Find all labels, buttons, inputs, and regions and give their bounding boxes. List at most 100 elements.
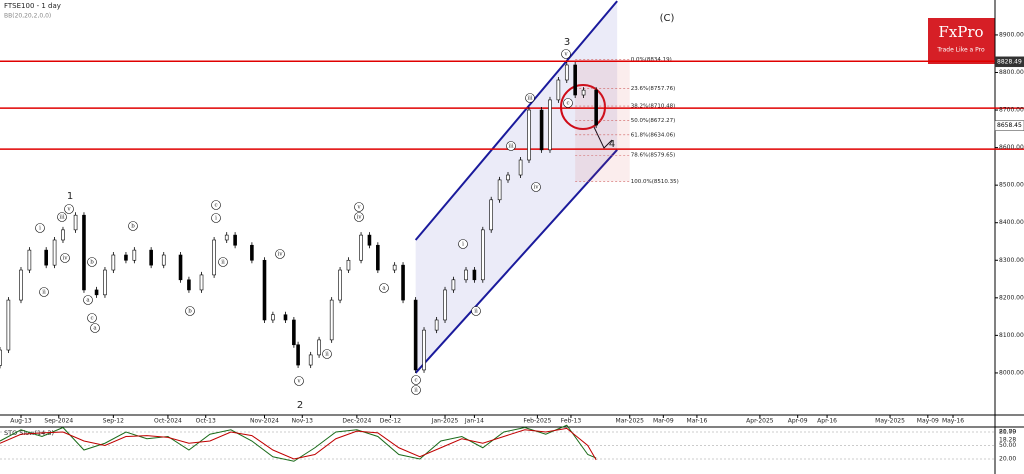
wave-circle (561, 49, 571, 59)
sto-value-label: 21.79 (999, 429, 1016, 436)
fib-label: 61.8%(8634.06) (631, 132, 676, 138)
sub-wave-label: b (90, 260, 94, 266)
x-tick-label: Apr-16 (817, 418, 837, 425)
fib-label: 38.2%(8710.48) (631, 104, 676, 110)
candle-body (506, 174, 510, 181)
candle-body (346, 259, 351, 271)
wave-circle (128, 221, 138, 231)
channel-upper (414, 0, 618, 241)
y-tick-label: 8500.00 (999, 182, 1024, 189)
chart-title: FTSE100 - 1 day (4, 2, 61, 10)
candle-body (61, 229, 65, 241)
sub-wave-label: b (188, 309, 192, 315)
wave-label: 3 (564, 37, 570, 48)
candle-body (392, 264, 397, 271)
arrow (593, 126, 613, 149)
sto-line (0, 427, 597, 461)
candle-body (527, 109, 531, 161)
wave-circle (354, 202, 364, 212)
wave-circle (379, 283, 389, 293)
candle-body (19, 269, 23, 301)
wave-circle (471, 306, 481, 316)
y-tick-label: 8100.00 (999, 332, 1024, 339)
price-label: 8828.49 (997, 58, 1022, 65)
wave-circle (87, 257, 97, 267)
candle-body (262, 259, 267, 321)
candle-body (271, 314, 275, 321)
wave-circle (525, 93, 535, 103)
candle-body (52, 239, 57, 266)
candle-body (283, 314, 288, 321)
sub-wave-label: i (462, 242, 464, 248)
candle-body (413, 299, 418, 371)
candle-body (472, 269, 477, 281)
candle-body (111, 254, 116, 271)
x-tick-label: Apr-2025 (746, 418, 774, 425)
wave-circle (64, 204, 74, 214)
sto-tick-label: 50.00 (999, 442, 1016, 449)
sub-wave-label: v (356, 205, 361, 211)
candle-body (308, 354, 313, 366)
indicator-label: BB(20,20,2,0,0) (4, 13, 51, 20)
candle-body (481, 229, 485, 281)
sub-wave-label: a (86, 298, 90, 304)
candle-body (451, 279, 456, 291)
sub-wave-label: ii (414, 388, 418, 394)
sub-wave-label: iv (357, 215, 363, 221)
wave-circle (458, 239, 468, 249)
candle-body (199, 274, 204, 291)
wave-circle (87, 313, 97, 323)
sto-tick-label: 80.00 (999, 429, 1016, 436)
candle-body (556, 79, 561, 101)
sub-wave-label: ii (474, 309, 478, 315)
y-tick-label: 8400.00 (999, 219, 1024, 226)
wave-circle (60, 253, 70, 263)
candle-body (82, 214, 86, 291)
wave-label: 2 (297, 400, 303, 411)
sto-title: STO Slow(14,3) (4, 429, 54, 437)
logo-box (928, 18, 995, 64)
x-tick-label: May-16 (942, 418, 964, 425)
sub-wave-label: ii (42, 290, 46, 296)
candle-body (73, 214, 78, 231)
candle-body (564, 64, 569, 81)
y-tick-label: 8600.00 (999, 144, 1024, 151)
candle-body (124, 254, 128, 261)
x-tick-label: Oct-2024 (154, 418, 182, 425)
sub-wave-label: b (131, 224, 135, 230)
candle-body (187, 279, 191, 291)
wave-circle (563, 98, 573, 108)
candle-body (581, 89, 586, 96)
candle-body (548, 99, 552, 151)
y-tick-label: 8700.00 (999, 107, 1024, 114)
candle-body (338, 269, 342, 301)
candle-body (212, 239, 216, 276)
x-tick-label: Mar-16 (687, 418, 708, 425)
x-tick-label: May-09 (917, 418, 939, 425)
y-tick-label: 8800.00 (999, 69, 1024, 76)
fib-label: 23.6%(8757.76) (631, 86, 676, 92)
sto-value-label: 18.28 (999, 437, 1016, 444)
sub-wave-label: iv (278, 252, 284, 258)
sub-wave-label: a (382, 286, 386, 292)
sub-wave-label: v (563, 52, 568, 58)
candle-body (317, 339, 321, 356)
y-tick-label: 8000.00 (999, 369, 1024, 376)
wave-circle (294, 376, 304, 386)
candle-body (376, 244, 380, 271)
candle-body (44, 249, 48, 266)
fib-label: 50.0%(8672.27) (631, 118, 676, 124)
x-tick-label: Mar-2025 (616, 418, 645, 425)
sub-wave-label: iii (508, 144, 514, 150)
y-tick-label: 8300.00 (999, 257, 1024, 264)
fib-label: 100.0%(8510.35) (631, 179, 679, 185)
wave-circle (90, 323, 100, 333)
candle-body (6, 299, 11, 351)
sub-wave-label: ii (325, 352, 329, 358)
sub-wave-label: iii (527, 96, 533, 102)
sub-wave-label: c (414, 378, 417, 384)
x-tick-label: Mar-09 (653, 418, 674, 425)
wave-circle (185, 306, 195, 316)
candle-body (296, 344, 300, 366)
